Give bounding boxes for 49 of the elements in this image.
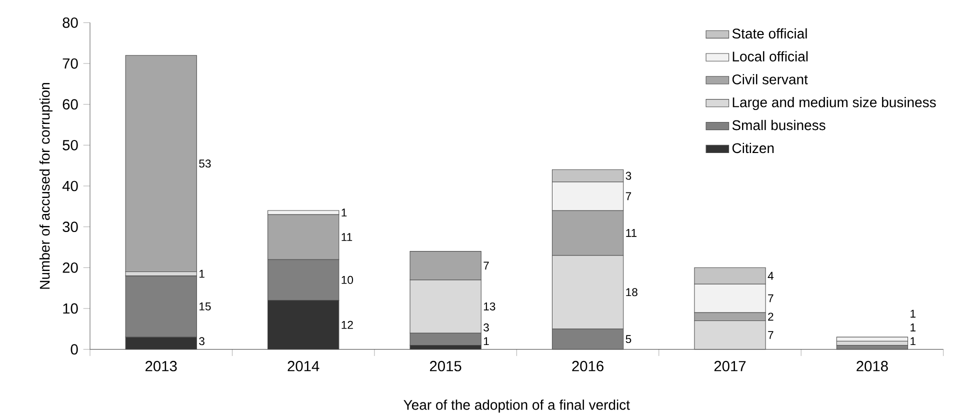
data-label: 10: [342, 276, 354, 284]
legend-label: State official: [732, 28, 807, 39]
legend-label: Civil servant: [732, 74, 808, 84]
x-tick-label: 2013: [146, 360, 177, 372]
x-tick-label: 2015: [430, 360, 462, 372]
data-label: 1: [200, 270, 204, 278]
data-label: 3: [626, 172, 632, 180]
x-tick-label: 2018: [856, 360, 888, 372]
y-axis-title: Number of accused for corruption: [39, 83, 52, 289]
data-label: 11: [626, 229, 637, 237]
data-label: 1: [910, 324, 916, 332]
data-label: 12: [342, 320, 353, 329]
data-label: 7: [626, 192, 632, 200]
data-label: 1: [342, 208, 347, 216]
y-tick-label: 50: [62, 140, 78, 150]
data-label: 4: [768, 272, 774, 280]
bar: [125, 55, 197, 272]
x-tick-label: 2014: [288, 360, 320, 372]
y-tick-label: 10: [63, 303, 78, 314]
data-label: 15: [200, 302, 211, 310]
data-label: 7: [484, 262, 489, 270]
legend-label: Large and medium size business: [732, 97, 936, 110]
data-label: 13: [484, 302, 496, 310]
data-label: 3: [199, 337, 204, 346]
data-label: 11: [342, 233, 352, 241]
data-label: 5: [626, 335, 632, 344]
data-label: 7: [768, 331, 774, 339]
data-label: 1: [910, 310, 916, 318]
x-tick-label: 2017: [714, 360, 746, 372]
data-label: 7: [768, 294, 774, 302]
data-label: 3: [484, 323, 489, 332]
y-tick-label: 70: [62, 58, 78, 69]
legend-label: Local official: [732, 51, 808, 62]
x-tick-label: 2016: [572, 360, 604, 372]
y-tick-label: 40: [62, 180, 78, 192]
bar: [836, 336, 908, 342]
y-tick-label: 80: [62, 17, 78, 28]
x-axis-title: Year of the adoption of a final verdict: [404, 400, 630, 413]
data-label: 53: [199, 160, 211, 168]
y-tick-label: 0: [70, 344, 78, 355]
y-tick-label: 20: [62, 262, 78, 273]
data-label: 2: [768, 312, 774, 321]
y-tick-label: 30: [62, 222, 78, 232]
legend-label: Small business: [732, 120, 826, 130]
data-label: 1: [910, 337, 916, 346]
legend-label: Citizen: [732, 142, 774, 154]
data-label: 1: [484, 337, 489, 346]
data-label: 18: [626, 288, 638, 296]
y-tick-label: 60: [62, 99, 78, 110]
